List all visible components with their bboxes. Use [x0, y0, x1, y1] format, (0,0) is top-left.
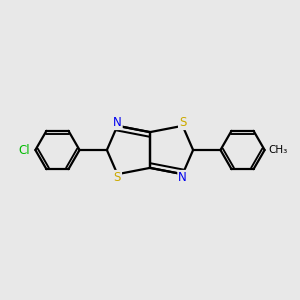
Text: CH₃: CH₃ [268, 145, 288, 155]
Text: Cl: Cl [19, 143, 30, 157]
Text: N: N [113, 116, 122, 129]
Text: S: S [179, 116, 186, 129]
Text: S: S [114, 171, 121, 184]
Text: N: N [178, 171, 187, 184]
